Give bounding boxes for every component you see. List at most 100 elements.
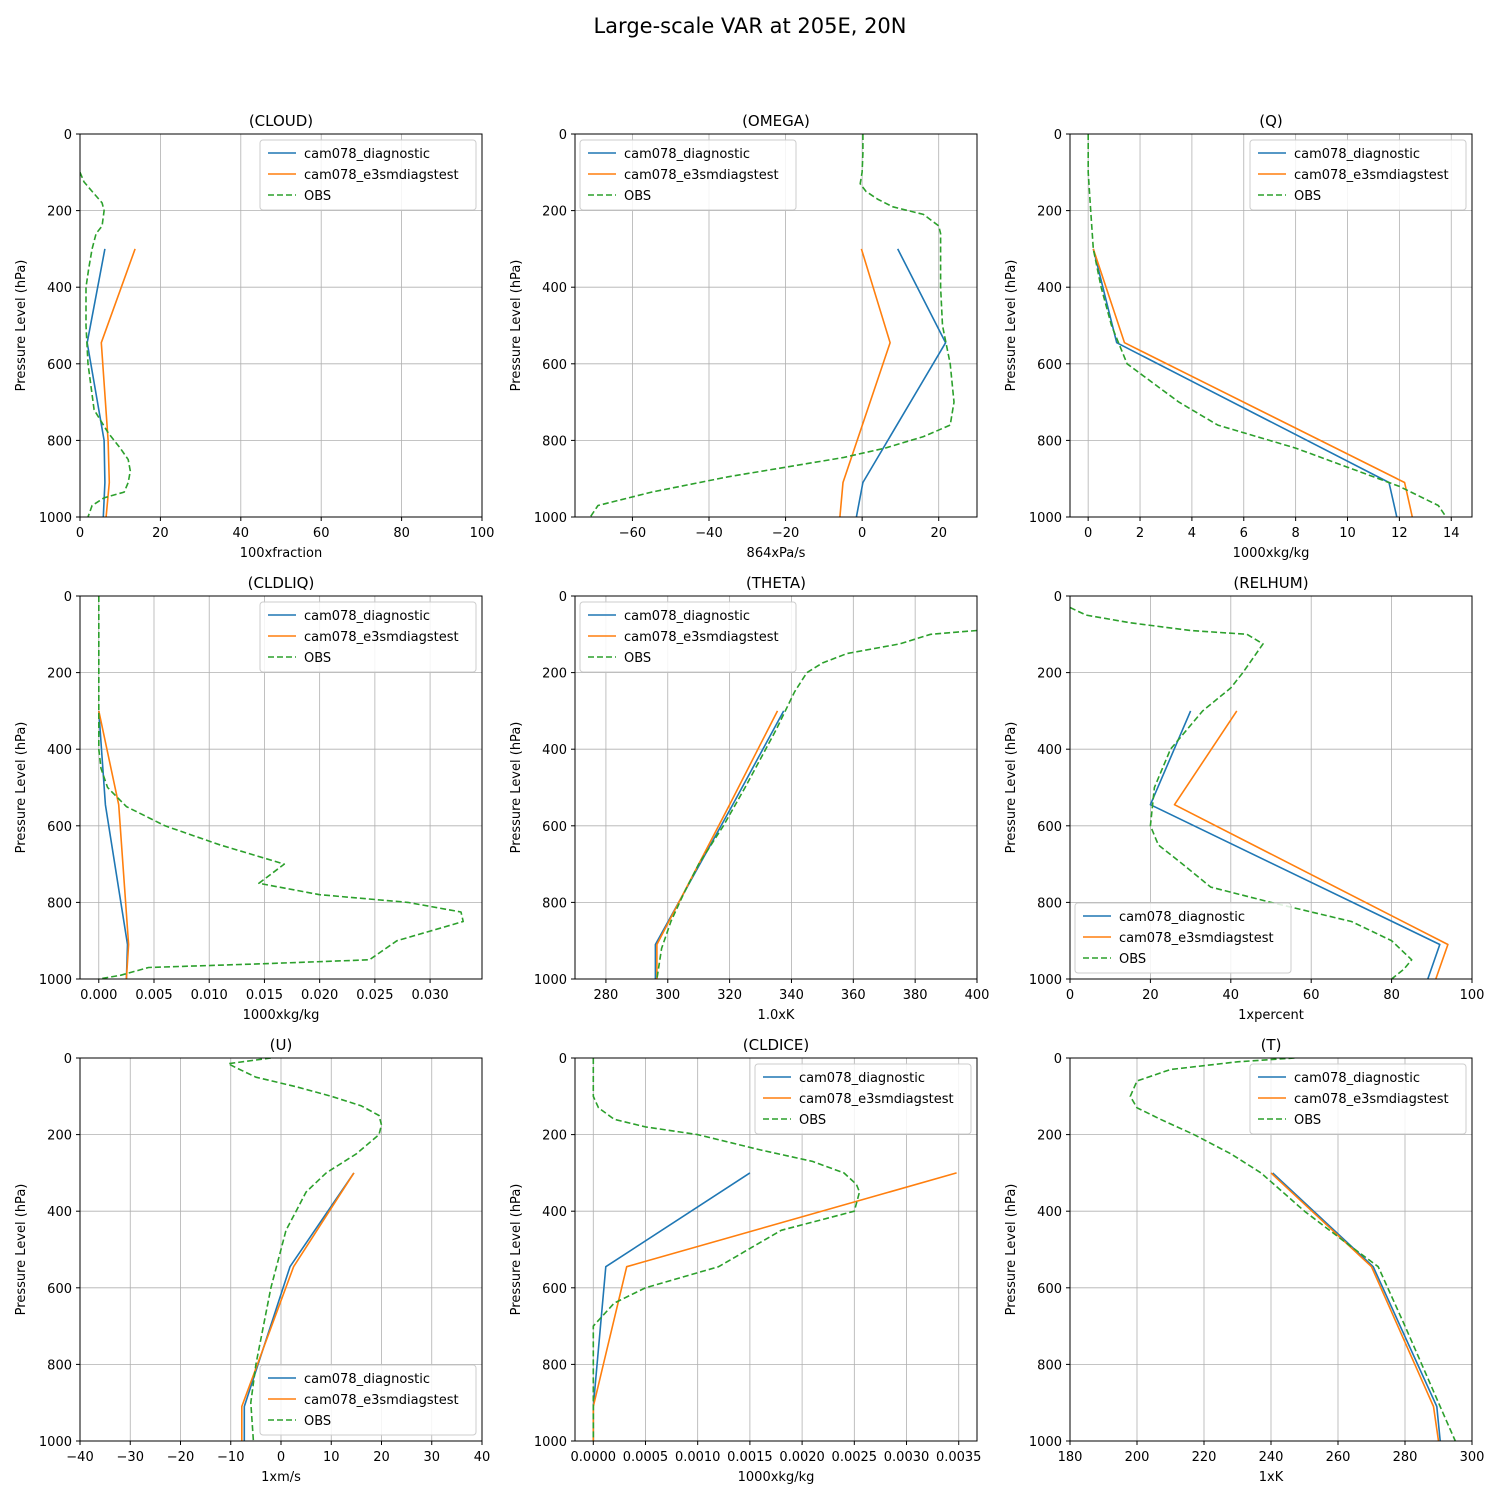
series-group xyxy=(80,171,136,517)
x-tick-label: 0.0035 xyxy=(936,1450,982,1465)
series-line-cam078_e3smdiagstest xyxy=(839,248,891,517)
legend: cam078_diagnostic cam078_e3smdiagstest OBS xyxy=(259,1364,477,1436)
series-line-cam078_diagnostic xyxy=(1149,710,1441,979)
legend-entry: cam078_e3smdiagstest xyxy=(624,168,779,183)
legend: cam078_diagnostic cam078_e3smdiagstest OBS xyxy=(1249,139,1467,211)
x-tick-label: 20 xyxy=(152,526,169,541)
y-tick-label: 600 xyxy=(542,820,567,835)
legend-entry: cam078_e3smdiagstest xyxy=(304,630,459,645)
y-axis-label: Pressure Level (hPa) xyxy=(509,260,524,392)
series-line-cam078_e3smdiagstest xyxy=(1270,1172,1440,1441)
x-tick-label: 40 xyxy=(474,1450,491,1465)
y-tick-label: 200 xyxy=(1037,667,1062,682)
x-tick-label: 300 xyxy=(1460,1450,1485,1465)
x-tick-label: 20 xyxy=(930,526,947,541)
series-group xyxy=(589,134,955,517)
legend-entry: OBS xyxy=(799,1113,826,1128)
subplot-title: (CLDLIQ) xyxy=(248,574,315,592)
x-tick-label: 4 xyxy=(1188,526,1196,541)
y-tick-label: 0 xyxy=(1054,128,1062,143)
x-tick-label: −40 xyxy=(66,1450,93,1465)
legend-entry: OBS xyxy=(624,651,651,666)
x-tick-label: 200 xyxy=(1125,1450,1150,1465)
series-line-OBS xyxy=(1129,1058,1457,1441)
x-tick-label: −40 xyxy=(695,526,722,541)
y-axis-label: Pressure Level (hPa) xyxy=(14,1184,29,1316)
series-line-cam078_diagnostic xyxy=(855,248,947,517)
y-tick-label: 200 xyxy=(542,667,567,682)
y-tick-label: 200 xyxy=(542,205,567,220)
legend: cam078_diagnostic cam078_e3smdiagstest OBS xyxy=(754,1063,972,1135)
series-line-cam078_e3smdiagstest xyxy=(100,248,136,517)
y-tick-label: 0 xyxy=(64,128,72,143)
x-tick-label: 0.015 xyxy=(246,988,283,1003)
subplot-title: (CLOUD) xyxy=(249,112,313,130)
x-tick-label: 0.020 xyxy=(301,988,338,1003)
subplot-6: −40 −30 −20 −10 0 10 20 30 4002004006008001000(U… xyxy=(14,1036,490,1485)
y-tick-label: 200 xyxy=(47,667,72,682)
x-tick-label: 0.010 xyxy=(191,988,228,1003)
series-line-cam078_e3smdiagstest xyxy=(656,710,779,979)
subplot-title: (CLDICE) xyxy=(743,1036,809,1054)
y-tick-label: 600 xyxy=(1037,358,1062,373)
x-axis-label: 100xfraction xyxy=(240,546,322,561)
y-tick-label: 200 xyxy=(1037,1129,1062,1144)
y-tick-label: 400 xyxy=(1037,1205,1062,1220)
series-group xyxy=(654,629,977,979)
series-line-OBS xyxy=(1087,134,1447,517)
legend-box xyxy=(1249,139,1467,211)
y-tick-label: 1000 xyxy=(1029,1435,1062,1450)
series-line-OBS xyxy=(589,134,955,517)
y-tick-label: 1000 xyxy=(39,511,72,526)
y-tick-label: 0 xyxy=(64,1052,72,1067)
x-tick-label: 40 xyxy=(1223,988,1240,1003)
y-tick-label: 600 xyxy=(47,358,72,373)
y-tick-label: 0 xyxy=(559,1052,567,1067)
series-line-cam078_diagnostic xyxy=(86,248,106,517)
y-axis-label: Pressure Level (hPa) xyxy=(14,722,29,854)
subplot-5: 0 20 40 60 80 10002004006008001000(RELHUM)1xp… xyxy=(1004,574,1484,1023)
x-tick-label: −20 xyxy=(772,526,799,541)
subplot-7: 0.0000 0.0005 0.0010 0.0015 0.0020 0.0025 0.00… xyxy=(509,1036,981,1485)
legend-box xyxy=(1074,902,1292,974)
x-axis-label: 1xK xyxy=(1259,1470,1284,1485)
legend-entry: cam078_diagnostic xyxy=(624,147,750,162)
x-axis-label: 864xPa/s xyxy=(747,546,806,561)
y-tick-label: 600 xyxy=(47,820,72,835)
y-tick-label: 200 xyxy=(47,205,72,220)
x-tick-label: 380 xyxy=(903,988,928,1003)
legend-entry: OBS xyxy=(624,189,651,204)
y-tick-label: 400 xyxy=(47,743,72,758)
legend-entry: cam078_e3smdiagstest xyxy=(799,1092,954,1107)
legend-box xyxy=(579,601,797,673)
x-tick-label: −20 xyxy=(167,1450,194,1465)
y-axis-label: Pressure Level (hPa) xyxy=(1004,1184,1019,1316)
series-line-OBS xyxy=(656,629,977,979)
series-line-cam078_e3smdiagstest xyxy=(592,1172,957,1441)
x-tick-label: 0.030 xyxy=(411,988,448,1003)
legend-entry: cam078_diagnostic xyxy=(799,1071,925,1086)
x-tick-label: 0.025 xyxy=(356,988,393,1003)
legend: cam078_diagnostic cam078_e3smdiagstest OBS xyxy=(579,139,797,211)
series-line-cam078_e3smdiagstest xyxy=(1173,710,1449,979)
legend-entry: cam078_diagnostic xyxy=(1294,147,1420,162)
subplot-title: (U) xyxy=(270,1036,293,1054)
x-tick-label: 0 xyxy=(1066,988,1074,1003)
legend-box xyxy=(259,1364,477,1436)
legend: cam078_diagnostic cam078_e3smdiagstest OBS xyxy=(1074,902,1292,974)
legend-entry: OBS xyxy=(304,651,331,666)
x-tick-label: 0.0025 xyxy=(832,1450,878,1465)
series-line-OBS xyxy=(1070,606,1413,979)
x-tick-label: 0 xyxy=(76,526,84,541)
series-line-cam078_e3smdiagstest xyxy=(1092,248,1414,517)
x-tick-label: 260 xyxy=(1326,1450,1351,1465)
legend-box xyxy=(579,139,797,211)
x-tick-label: 220 xyxy=(1192,1450,1217,1465)
x-tick-label: 12 xyxy=(1391,526,1408,541)
plot-frame xyxy=(574,133,978,518)
x-tick-label: 40 xyxy=(233,526,250,541)
y-tick-label: 400 xyxy=(542,281,567,296)
y-tick-label: 800 xyxy=(1037,1358,1062,1373)
y-tick-label: 200 xyxy=(47,1129,72,1144)
legend-entry: cam078_e3smdiagstest xyxy=(624,630,779,645)
